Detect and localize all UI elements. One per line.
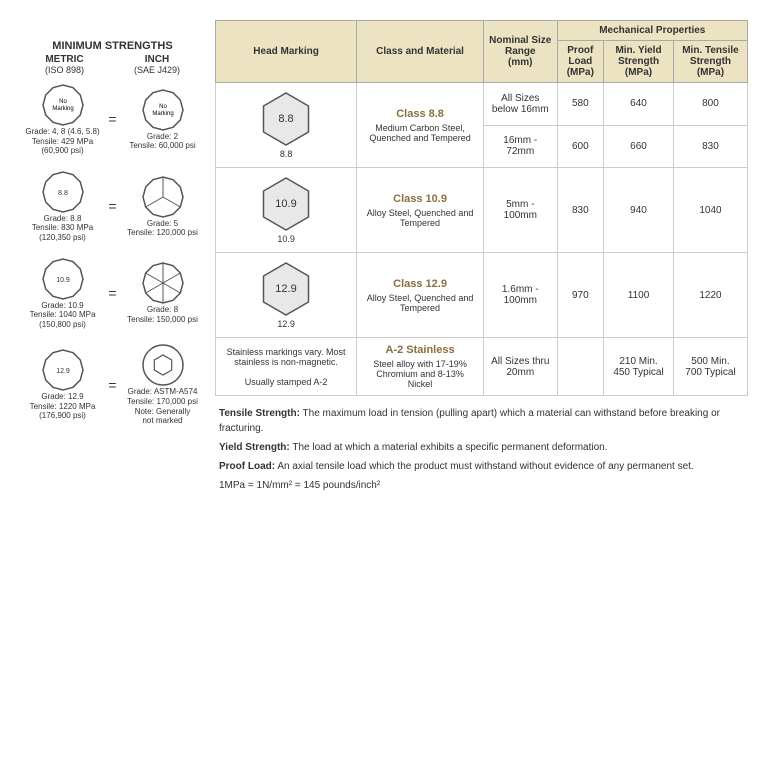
bolt-head-icon: 10.9 <box>41 257 85 301</box>
note-proof: An axial tensile load which the product … <box>277 461 693 472</box>
comparison-row: 12.9Grade: 12.9 Tensile: 1220 MPa (176,9… <box>20 343 205 425</box>
table-row: 12.912.9Class 12.9Alloy Steel, Quenched … <box>216 253 748 338</box>
svg-text:12.9: 12.9 <box>275 283 296 295</box>
note-yield: The load at which a material exhibits a … <box>292 442 607 453</box>
svg-text:8.8: 8.8 <box>58 190 68 197</box>
hexagon-icon: 12.9 <box>258 261 314 317</box>
left-headers: METRIC(ISO 898) INCH(SAE J429) <box>20 54 205 75</box>
th-yield: Min. Yield Strength(MPa) <box>604 41 674 83</box>
bolt-head-icon <box>141 175 185 219</box>
svg-text:8.8: 8.8 <box>278 113 293 125</box>
notes-section: Tensile Strength: The maximum load in te… <box>215 406 748 493</box>
svg-text:No: No <box>159 104 167 110</box>
note-units: 1MPa = 1N/mm² = 145 pounds/inch² <box>219 478 744 493</box>
svg-text:12.9: 12.9 <box>56 368 70 375</box>
th-size-range: Nominal Size Range(mm) <box>483 21 557 83</box>
th-tensile: Min. Tensile Strength(MPa) <box>673 41 747 83</box>
table-row: Stainless markings vary. Most stainless … <box>216 338 748 396</box>
svg-text:No: No <box>59 99 67 105</box>
hexagon-icon: 8.8 <box>258 91 314 147</box>
comparison-row: NoMarkingGrade: 4, 8 (4.6, 5.8) Tensile:… <box>20 83 205 156</box>
svg-text:10.9: 10.9 <box>275 198 296 210</box>
bolt-head-icon: NoMarking <box>41 83 85 127</box>
bolt-head-icon: 8.8 <box>41 170 85 214</box>
svg-text:10.9: 10.9 <box>56 277 70 284</box>
bolt-head-icon: 12.9 <box>41 348 85 392</box>
socket-head-icon <box>141 343 185 387</box>
th-class-material: Class and Material <box>357 21 484 83</box>
table-row: 10.910.9Class 10.9Alloy Steel, Quenched … <box>216 168 748 253</box>
th-proof: Proof Load(MPa) <box>557 41 604 83</box>
bolt-head-icon: NoMarking <box>141 88 185 132</box>
left-title: MINIMUM STRENGTHS <box>20 40 205 52</box>
svg-text:Marking: Marking <box>152 111 173 117</box>
hexagon-icon: 10.9 <box>258 176 314 232</box>
bolt-head-icon <box>141 261 185 305</box>
comparison-row: 10.9Grade: 10.9 Tensile: 1040 MPa (150,8… <box>20 257 205 330</box>
th-mech-props: Mechanical Properties <box>557 21 747 41</box>
main-table-panel: Head Marking Class and Material Nominal … <box>215 20 748 497</box>
comparison-row: 8.8Grade: 8.8 Tensile: 830 MPa (120,350 … <box>20 170 205 243</box>
strength-table: Head Marking Class and Material Nominal … <box>215 20 748 396</box>
table-row: 8.88.8Class 8.8Medium Carbon Steel, Quen… <box>216 83 748 126</box>
left-comparison-panel: MINIMUM STRENGTHS METRIC(ISO 898) INCH(S… <box>20 20 205 497</box>
th-head-marking: Head Marking <box>216 21 357 83</box>
svg-text:Marking: Marking <box>52 106 73 112</box>
